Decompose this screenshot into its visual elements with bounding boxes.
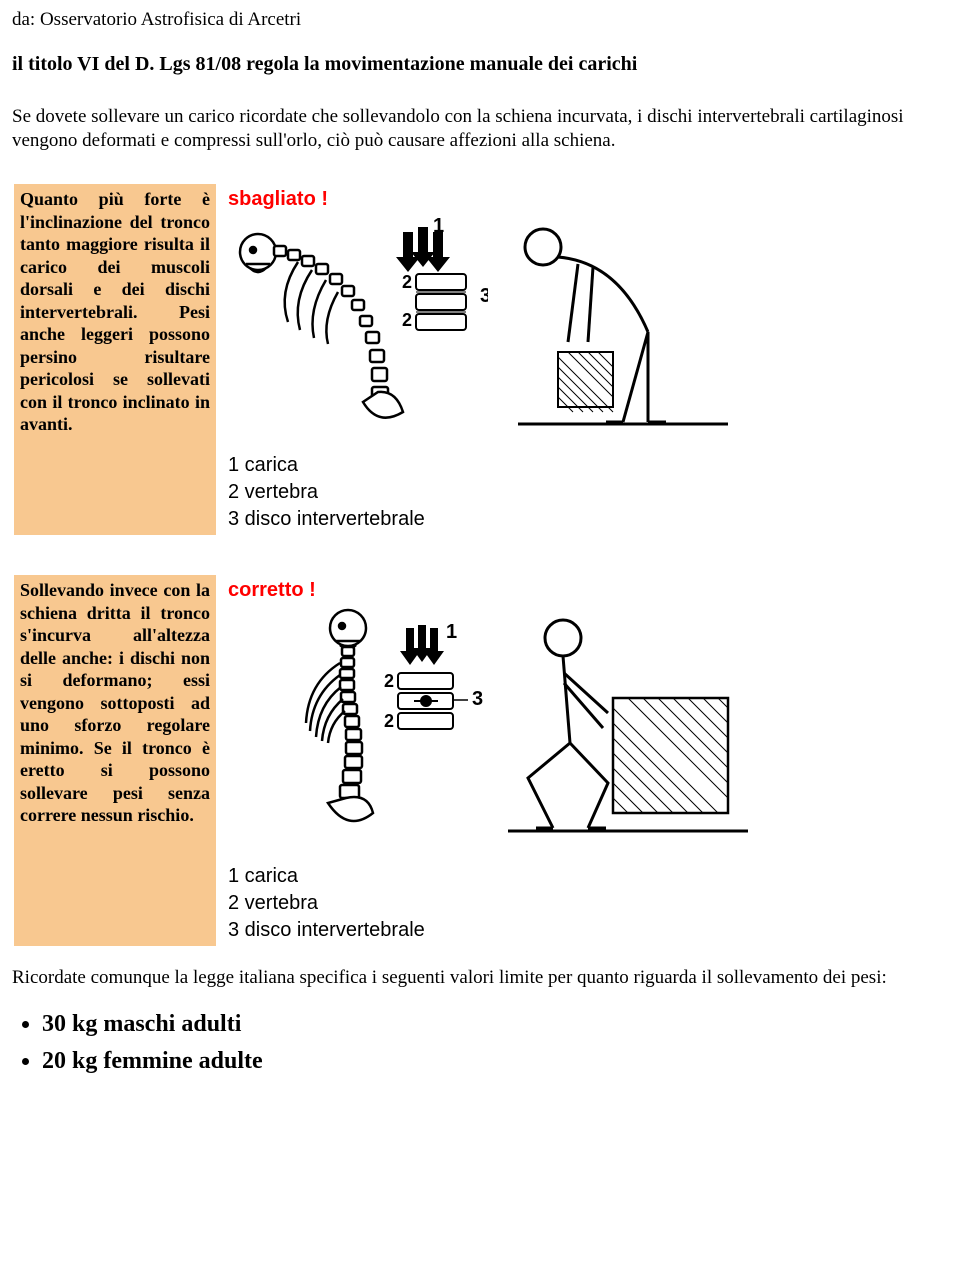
list-item: 30 kg maschi adulti [42, 1009, 948, 1040]
legend-item: 1 carica [228, 452, 936, 479]
sidebox-wrong: Quanto più forte è l'inclinazione del tr… [14, 184, 216, 535]
legend-item: 2 vertebra [228, 890, 936, 917]
svg-text:3: 3 [472, 688, 483, 710]
skeleton-correct-icon: 1 2 2 3 [228, 603, 488, 853]
svg-text:2: 2 [402, 272, 412, 292]
legend-item: 3 disco intervertebrale [228, 917, 936, 944]
diagram-cell-correct: corretto ! [218, 575, 946, 946]
legend-wrong: 1 carica 2 vertebra 3 disco intervertebr… [228, 452, 936, 533]
legend-correct: 1 carica 2 vertebra 3 disco intervertebr… [228, 863, 936, 944]
correct-label: corretto ! [228, 577, 936, 603]
legend-item: 3 disco intervertebrale [228, 506, 936, 533]
skeleton-wrong-icon: 1 3 2 2 [228, 212, 488, 442]
spacer-row [14, 537, 946, 573]
legend-item: 2 vertebra [228, 479, 936, 506]
stickfigure-wrong-icon [498, 212, 738, 442]
content-table: Quanto più forte è l'inclinazione del tr… [12, 182, 948, 948]
legend-item: 1 carica [228, 863, 936, 890]
stickfigure-correct-icon [498, 603, 758, 853]
page-title: il titolo VI del D. Lgs 81/08 regola la … [12, 51, 948, 77]
table-row-correct: Sollevando invece con la schiena dritta … [14, 575, 946, 946]
intro-paragraph: Se dovete sollevare un carico ricordate … [12, 105, 948, 154]
list-item: 20 kg femmine adulte [42, 1046, 948, 1077]
svg-text:2: 2 [384, 671, 394, 691]
source-line: da: Osservatorio Astrofisica di Arcetri [12, 8, 948, 33]
sidebox-correct: Sollevando invece con la schiena dritta … [14, 575, 216, 946]
svg-text:2: 2 [384, 711, 394, 731]
table-row-wrong: Quanto più forte è l'inclinazione del tr… [14, 184, 946, 535]
diagram-cell-wrong: sbagliato ! [218, 184, 946, 535]
limits-list: 30 kg maschi adulti 20 kg femmine adulte [42, 1009, 948, 1077]
after-paragraph: Ricordate comunque la legge italiana spe… [12, 966, 948, 991]
svg-text:1: 1 [446, 621, 457, 643]
wrong-label: sbagliato ! [228, 186, 936, 212]
svg-text:2: 2 [402, 310, 412, 330]
svg-text:3: 3 [480, 285, 488, 307]
